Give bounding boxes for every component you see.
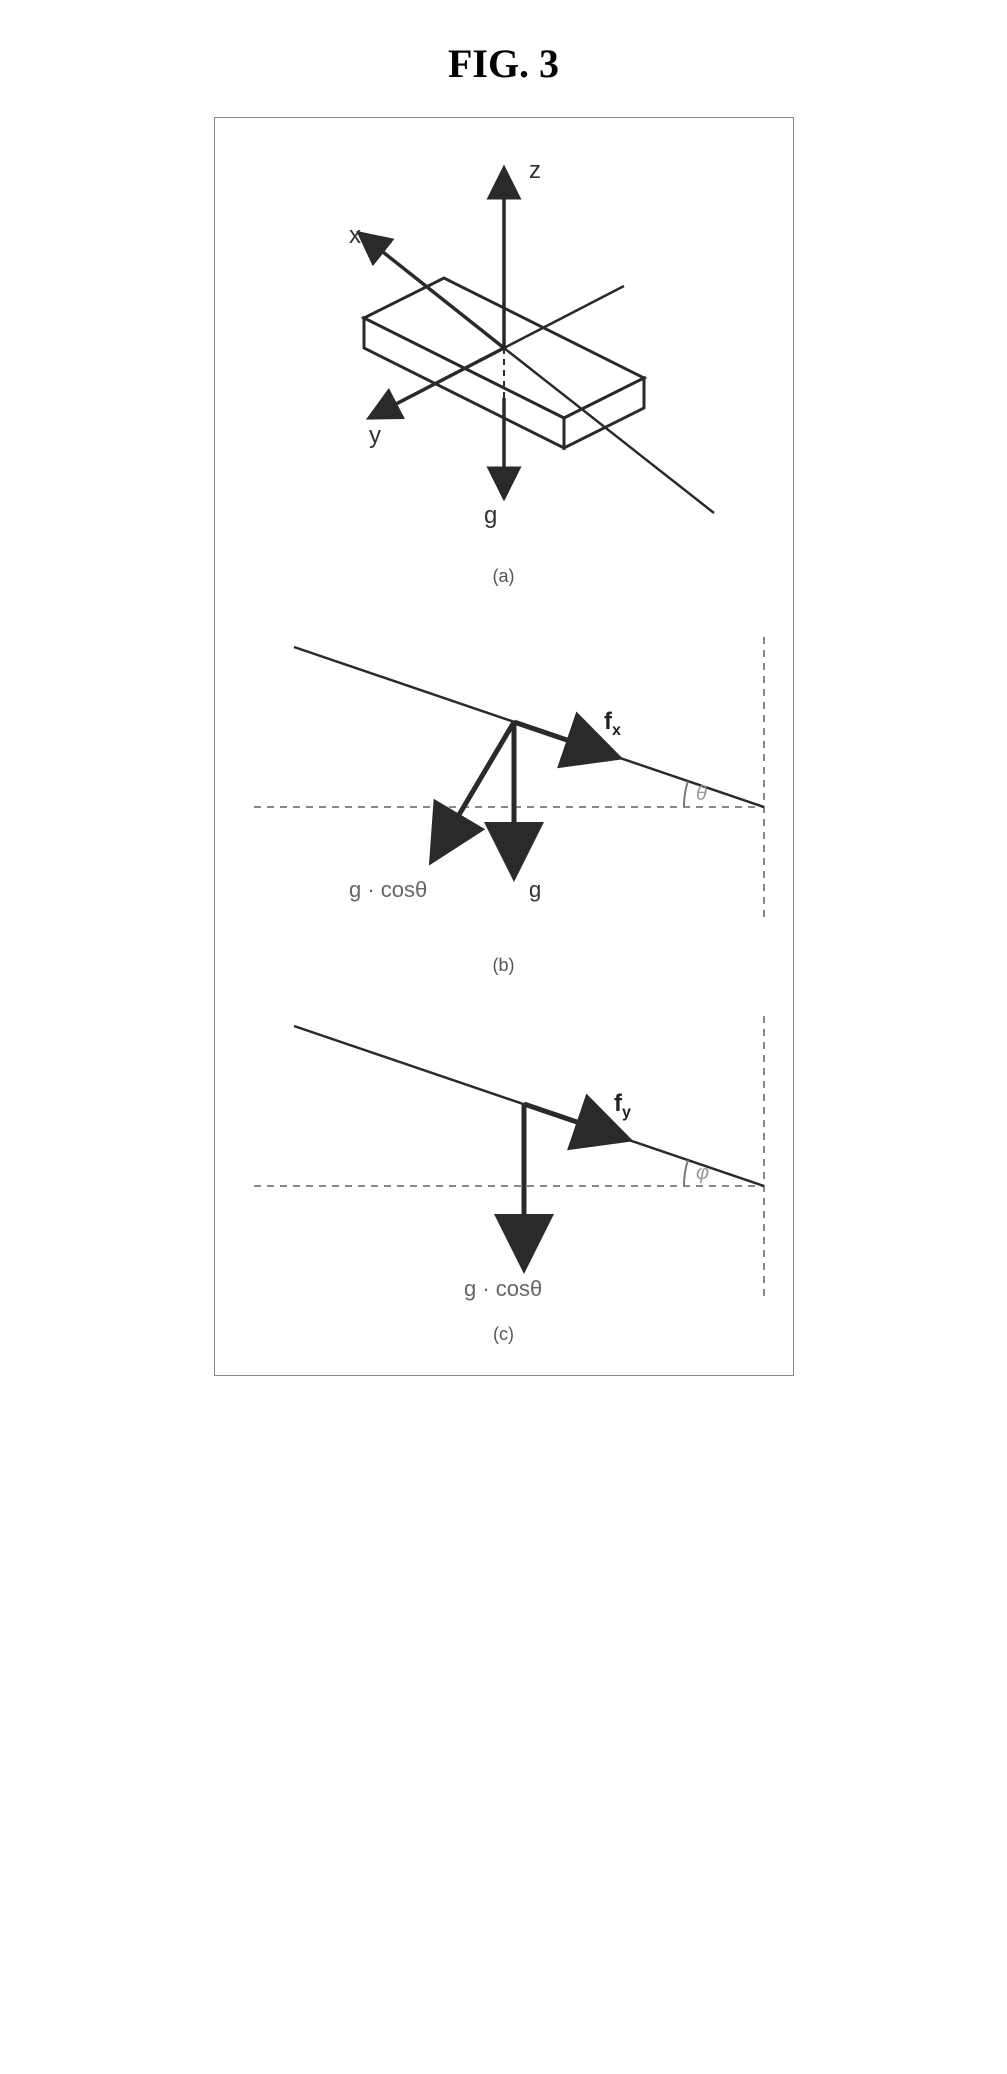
fy-arrow (524, 1104, 624, 1138)
y-label: y (369, 422, 381, 449)
panel-a: z x y g (a) (235, 138, 773, 587)
panel-b-label: (b) (493, 955, 515, 976)
figure-container: z x y g (a) θ (214, 117, 794, 1376)
angle-label-c: φ (696, 1162, 709, 1184)
g-label: g (484, 502, 497, 529)
gcos-label-b: g · cosθ (349, 877, 427, 902)
fy-label: fy (614, 1090, 631, 1121)
z-label: z (529, 157, 541, 184)
fx-label: fx (604, 708, 621, 739)
gcos-arrow-b (434, 722, 514, 857)
panel-a-svg: z x y g (254, 138, 754, 558)
angle-arc-b (683, 781, 687, 807)
panel-b: θ fx g g · cosθ (b) (235, 617, 773, 976)
g-label-b: g (529, 877, 541, 902)
panel-c-svg: φ fy g · cosθ (234, 1006, 774, 1316)
panel-c-label: (c) (493, 1324, 514, 1345)
panel-a-label: (a) (493, 566, 515, 587)
figure-title: FIG. 3 (448, 40, 559, 87)
angle-label-b: θ (696, 783, 707, 805)
panel-b-svg: θ fx g g · cosθ (234, 617, 774, 947)
angle-arc-c (683, 1160, 687, 1186)
panel-c: φ fy g · cosθ (c) (235, 1006, 773, 1345)
gcos-label-c: g · cosθ (464, 1276, 542, 1301)
x-label: x (349, 222, 361, 249)
fx-arrow (514, 722, 614, 756)
